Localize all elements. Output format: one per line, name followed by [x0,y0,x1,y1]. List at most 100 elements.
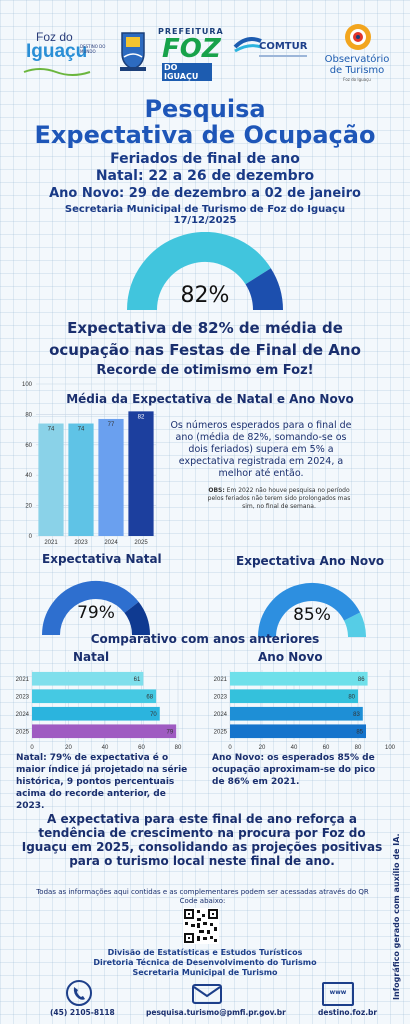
anonovo-xtick-label: 0 [228,745,232,751]
avg-xtick-label: 2023 [74,540,88,546]
natal-bar [32,689,157,704]
anonovo-xtick-label: 20 [259,745,266,751]
info-box-text: Os números esperados para o final de ano… [170,420,352,479]
natal-chart-title: Natal [73,650,110,664]
avg-bar [128,411,154,536]
www-label: www [329,989,347,996]
title-sub2: Natal: 22 a 26 de dezembro [95,168,315,184]
avg-bar-value-label: 74 [48,427,55,433]
comtur-underline [259,55,307,57]
anonovo-bar [230,706,363,721]
natal-ytick-label: 2024 [16,712,30,718]
anonovo-xtick-label: 60 [323,745,330,751]
obs-text: Em 2022 não houve pesquisa no período pe… [207,487,351,510]
natal-bar-value-label: 79 [166,729,173,735]
natal-note: Natal: 79% de expectativa é o maior índi… [16,753,188,811]
natal-xtick-label: 20 [65,745,72,751]
anonovo-bar-value-label: 86 [358,677,365,683]
natal-ytick-label: 2023 [16,694,30,700]
anonovo-xtick-label: 100 [385,745,396,751]
avg-bar [68,423,94,536]
natal-xtick-label: 40 [102,745,109,751]
main-gauge-arc-light [127,232,271,311]
obs-label: OBS: [208,487,225,494]
comtur-logo: COMTUR [233,33,313,63]
avg-ytick-label: 80 [25,412,32,418]
foz-logo: Foz do Iguaçu DESTINO DO MUNDO [20,30,105,80]
avg-bar [38,423,64,536]
title-sub3: Ano Novo: 29 de dezembro a 02 de janeiro [49,186,361,201]
title-line2: Expectativa de Ocupação [34,121,376,149]
website-icon: www [322,982,354,1006]
comparativo-title: Comparativo com anos anteriores [90,632,320,646]
avg-xtick-label: 2021 [44,540,58,546]
natal-bar-value-label: 68 [146,694,153,700]
conclusion-text: A expectativa para este final de ano ref… [21,812,383,868]
anonovo-ytick-label: 2024 [214,712,228,718]
anonovo-ytick-label: 2025 [214,729,228,735]
qr-code[interactable] [183,908,219,944]
main-gauge-arc-dark [245,268,283,311]
prefeitura-big-text: FOZ [162,34,221,64]
natal-gauge-arc-2 [124,601,150,636]
title-date: 17/12/2025 [173,215,237,226]
phone-icon [66,980,92,1006]
qr-code-icon [184,909,218,943]
anonovo-bar [230,671,368,686]
foz-logo-tagline: DESTINO DO MUNDO [80,44,106,54]
headline-line2: ocupação nas Festas de Final de Ano [49,341,361,359]
anonovo-note: Ano Novo: os esperados 85% de ocupação a… [212,753,376,787]
foz-logo-line1: Foz do [36,30,73,44]
observatorio-eye-icon [345,24,371,50]
observatorio-line3: Foz do Iguaçu [343,77,371,82]
anonovo-bar [230,724,366,739]
avg-xtick-label: 2024 [104,540,118,546]
anonovo-bar-value-label: 85 [356,729,363,735]
natal-bar [32,724,177,739]
anonovo-chart-title: Ano Novo [258,650,323,664]
email-text[interactable]: pesquisa.turismo@pmfi.pr.gov.br [146,1008,286,1017]
avg-bar-value-label: 82 [138,414,145,420]
anonovo-bar [230,689,358,704]
avg-ytick-label: 20 [25,504,32,510]
anonovo-bar-value-label: 83 [353,712,360,718]
headline-line3: Recorde de otimismo em Foz! [96,363,314,378]
comtur-text: COMTUR [259,41,308,52]
comtur-swoosh-icon [233,37,262,53]
title-line1: Pesquisa [144,95,266,123]
natal-bar-value-label: 61 [134,677,141,683]
gauge-natal-title: Expectativa Natal [42,552,162,566]
anonovo-xtick-label: 40 [291,745,298,751]
avg-ytick-label: 100 [22,382,33,388]
anonovo-xtick-label: 80 [355,745,362,751]
avg-bar-chart: 0 20 40 60 80 100 74 2021 74 2023 77 2024 82 2025 [22,382,156,546]
avg-ytick-label: 40 [25,473,32,479]
observatorio-line1: Observatório [324,54,390,65]
natal-ytick-label: 2021 [16,677,30,683]
main-gauge [127,232,283,311]
natal-xtick-label: 80 [175,745,182,751]
anonovo-hbar-chart: 0 20 40 60 80 100 86 2021 80 2023 83 2024 85 2025 [214,670,396,751]
prefeitura-top-text: PREFEITURA [158,27,224,36]
website-text[interactable]: destino.foz.br [318,1008,378,1017]
natal-gauge-arc-1 [42,581,139,636]
dept1: Divisão de Estatísticas e Estudos Turíst… [107,948,303,957]
natal-xtick-label: 0 [30,745,34,751]
avg-chart-title: Média da Expectativa de Natal e Ano Novo [66,392,354,406]
phone-text[interactable]: (45) 2105-8118 [50,1008,115,1017]
info-box-obs: OBS: Em 2022 não houve pesquisa no perío… [205,487,353,511]
avg-bar [98,418,124,536]
qr-text: Todas as informações aqui contidas e as … [36,888,369,905]
foz-logo-line2: Iguaçu [26,41,88,62]
main-gauge-label: 82% [180,283,230,308]
anonovo-ytick-label: 2023 [214,694,228,700]
natal-xtick-label: 60 [138,745,145,751]
anonovo-ytick-label: 2021 [214,677,228,683]
avg-ytick-label: 60 [25,443,32,449]
crest-icon [120,32,146,71]
anonovo-gauge-arc-1 [258,583,361,638]
headline-line1: Expectativa de 82% de média de [67,319,343,337]
observatorio-line2: de Turismo [329,65,385,76]
observatorio-logo: Observatório de Turismo Foz do Iguaçu [322,22,392,84]
anonovo-gauge-arc-2 [343,612,366,638]
